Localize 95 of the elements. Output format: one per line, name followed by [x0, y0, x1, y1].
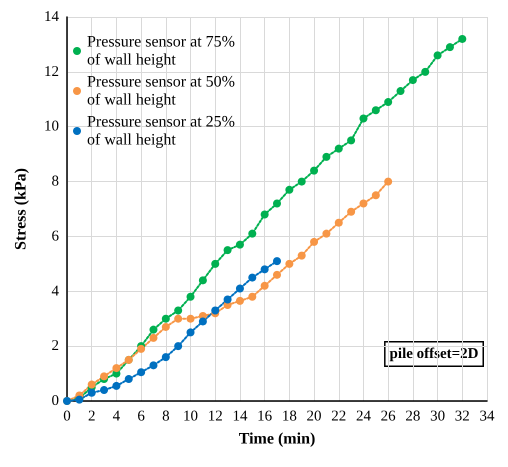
y-tick-label: 14: [44, 9, 60, 25]
point: [198, 276, 207, 284]
point: [236, 296, 244, 305]
point: [88, 388, 96, 397]
x-tick-label: 18: [282, 408, 297, 424]
point: [248, 274, 256, 282]
x-tick-label: 16: [257, 408, 273, 424]
x-tick-label: 2: [88, 408, 96, 424]
x-tick-label: 6: [137, 408, 146, 424]
y-tick-label: 10: [44, 118, 59, 135]
point: [347, 208, 356, 216]
annotation: pile offset=2D: [390, 346, 479, 362]
y-tick-label: 8: [52, 174, 59, 190]
point: [334, 144, 343, 153]
y-tick-label: 4: [52, 283, 60, 300]
point: [100, 372, 108, 380]
point: [372, 106, 380, 114]
point: [248, 292, 256, 301]
x-tick-label: 28: [405, 408, 420, 424]
point: [174, 314, 182, 323]
point: [285, 260, 294, 268]
point: [260, 210, 269, 218]
point: [112, 382, 120, 390]
x-tick-label: 32: [454, 408, 470, 424]
point: [224, 296, 232, 304]
x-tick-label: 26: [380, 408, 396, 424]
point: [310, 238, 318, 246]
point: [186, 292, 195, 301]
point: [137, 344, 146, 353]
legend-label: Pressure sensor at 75% of wall height: [87, 34, 235, 68]
point: [384, 98, 392, 106]
point: [396, 87, 405, 96]
x-tick-label: 4: [112, 408, 121, 424]
point: [298, 252, 306, 260]
x-tick-label: 10: [183, 408, 198, 424]
legend-label: Pressure sensor at 25% of wall height: [87, 114, 235, 148]
y-tick-label: 0: [52, 393, 59, 409]
point: [211, 306, 220, 314]
x-axis-title: Time (min): [238, 430, 316, 448]
point: [124, 375, 133, 384]
point: [310, 166, 318, 175]
point: [334, 218, 343, 227]
x-tick-label: 24: [356, 408, 372, 424]
x-tick-label: 30: [430, 408, 446, 424]
point: [359, 200, 368, 208]
point: [421, 68, 430, 76]
y-axis-title: Stress (kPa): [12, 168, 30, 250]
y-tick-label: 2: [52, 338, 59, 354]
point: [458, 34, 466, 43]
point: [174, 342, 182, 350]
point: [285, 186, 294, 194]
point: [162, 353, 170, 362]
point: [408, 76, 417, 84]
point: [149, 326, 158, 334]
point: [198, 317, 207, 326]
y-tick-label: 6: [52, 228, 60, 244]
point: [359, 114, 368, 122]
point: [174, 306, 182, 314]
point: [149, 361, 158, 370]
x-tick-label: 22: [331, 408, 346, 424]
point: [162, 322, 170, 331]
x-tick-label: 12: [208, 408, 223, 424]
x-tick-label: 34: [480, 408, 495, 424]
point: [100, 386, 108, 394]
point: [260, 282, 269, 290]
point: [211, 260, 220, 268]
point: [298, 178, 306, 186]
x-tick-label: 14: [232, 408, 248, 424]
point: [322, 230, 330, 238]
point: [149, 334, 158, 342]
point: [186, 328, 195, 336]
point: [322, 152, 330, 161]
point: [162, 314, 170, 323]
point: [384, 178, 392, 186]
y-tick-label: 12: [44, 64, 59, 80]
point: [88, 380, 96, 389]
point: [248, 230, 256, 238]
point: [273, 257, 281, 266]
x-tick-label: 20: [306, 408, 322, 424]
point: [112, 364, 120, 372]
point: [236, 284, 244, 293]
point: [347, 136, 356, 144]
point: [186, 314, 195, 323]
point: [224, 246, 232, 254]
point: [273, 200, 281, 208]
point: [446, 43, 454, 52]
point: [137, 368, 146, 376]
point: [273, 270, 281, 279]
point: [260, 265, 269, 274]
point: [434, 51, 442, 60]
x-tick-label: 0: [63, 408, 71, 424]
point: [372, 191, 380, 200]
legend-label: Pressure sensor at 50% of wall height: [87, 74, 235, 108]
x-tick-label: 8: [162, 408, 170, 424]
point: [236, 240, 244, 249]
